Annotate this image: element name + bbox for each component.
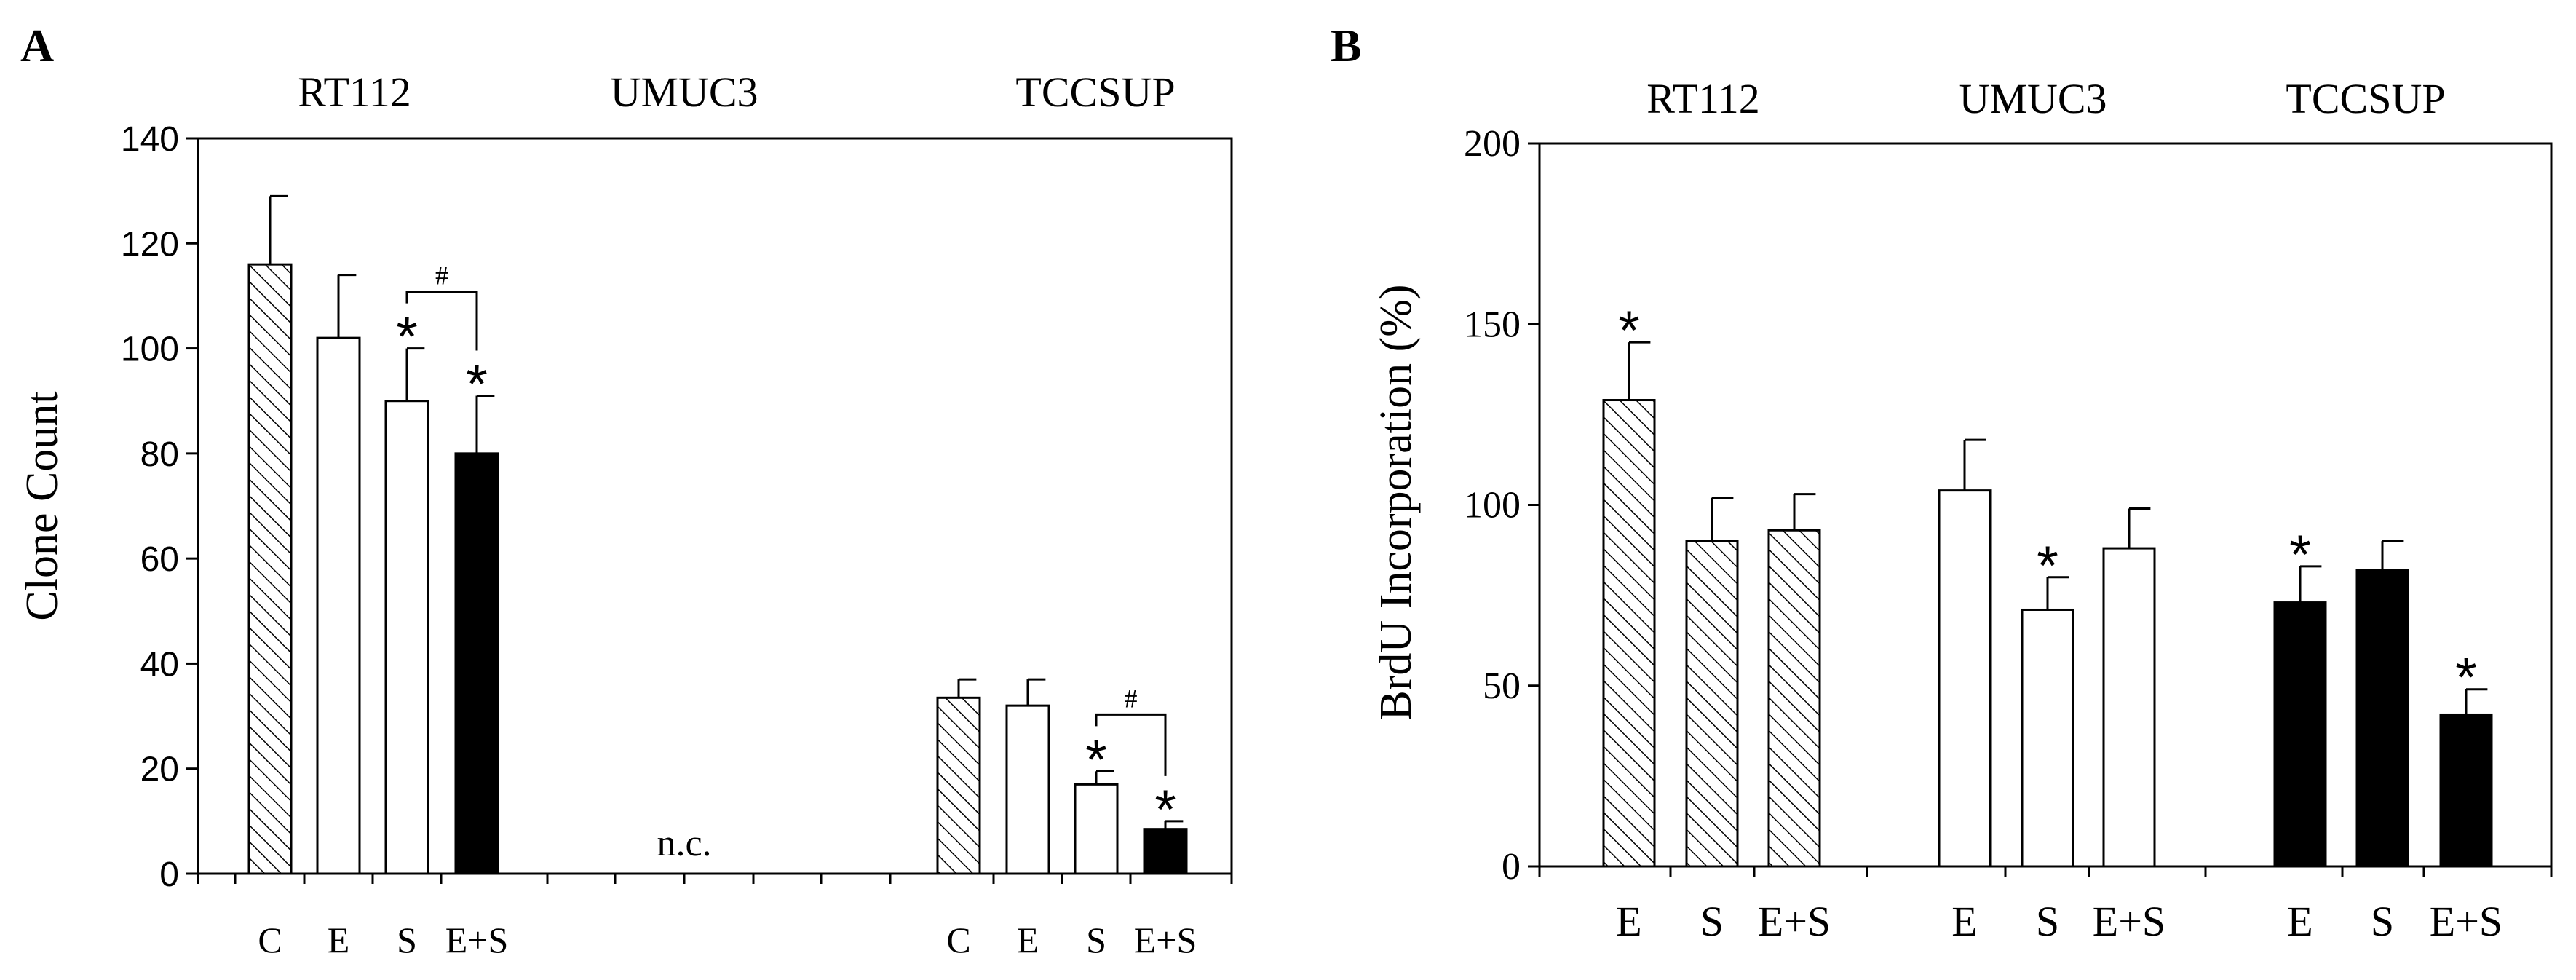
y-tick-label-b-150: 150 [1464,304,1521,345]
bar-a-tccsup-epluss-star: * [1154,779,1176,841]
bar-b-tccsup-epluss-label: E+S [2430,898,2502,945]
bar-a-tccsup-epluss [1143,828,1188,875]
bar-a-tccsup-s [1074,783,1119,875]
bar-b-tccsup-e [2273,601,2327,868]
bar-a-tccsup-s-star: * [1085,729,1107,791]
bar-b-umuc3-s-label: S [2036,898,2059,945]
y-tick-label-a-140: 140 [121,120,179,159]
y-tick-label-b-50: 50 [1483,665,1521,707]
y-tick-label-b-0: 0 [1502,846,1521,888]
bar-a-rt112-e-label: E [328,920,350,960]
bar-b-tccsup-e-label: E [2287,898,2313,945]
bar-a-rt112-s-label: S [397,920,417,960]
y-tick-label-a-80: 80 [140,435,179,474]
significance-bracket-label-a-0: # [435,261,448,291]
bar-b-umuc3-epluss [2102,547,2156,868]
bar-a-rt112-epluss-label: E+S [445,920,509,960]
panel-a-chart: 0 20 40 60 80 100 120 140 Clone Count RT112 C E S * E+… [17,68,1233,960]
group-label-a-umuc3: UMUC3 [610,68,758,116]
bar-b-umuc3-epluss-label: E+S [2093,898,2165,945]
bar-a-tccsup-epluss-label: E+S [1134,920,1197,960]
bar-a-tccsup-c-label: C [946,920,970,960]
bar-b-umuc3-s-star: * [2037,535,2058,597]
y-tick-label-a-0: 0 [159,855,179,894]
panel-letter-a: A [20,20,54,71]
bar-b-tccsup-e-star: * [2289,524,2311,586]
bar-a-tccsup-s-label: S [1086,920,1106,960]
bar-b-rt112-s [1685,540,1739,868]
bar-b-tccsup-epluss [2439,713,2493,868]
note-a-umuc3: n.c. [657,823,711,864]
y-tick-label-a-60: 60 [140,540,179,579]
y-tick-label-a-20: 20 [140,751,179,789]
bar-a-rt112-e [316,336,361,875]
bar-b-umuc3-e-label: E [1951,898,1977,945]
bar-b-tccsup-epluss-star: * [2455,647,2477,709]
panel-b-chart: 0 50 100 150 200 BrdU Incorporation (%) RT112 E… [1371,75,2553,945]
bar-b-umuc3-e [1938,489,1992,868]
bar-b-rt112-e [1602,399,1656,868]
bar-a-rt112-s-star: * [396,307,418,368]
significance-bracket-a-0 [405,291,478,351]
bar-b-rt112-epluss [1767,529,1821,868]
bar-a-tccsup-e [1005,704,1050,875]
y-tick-label-a-100: 100 [121,331,179,369]
bar-b-umuc3-s [2021,608,2074,868]
plot-frame-a [197,137,1233,875]
group-label-a-rt112: RT112 [298,68,411,116]
bar-a-tccsup-c [936,696,981,875]
bar-a-rt112-epluss [454,452,499,875]
bar-a-rt112-c [247,263,293,875]
bar-a-rt112-epluss-star: * [466,354,488,416]
y-tick-label-b-200: 200 [1464,123,1521,165]
group-label-b-umuc3: UMUC3 [1959,75,2107,122]
bar-a-rt112-c-label: C [258,920,282,960]
group-label-b-tccsup: TCCSUP [2286,75,2445,122]
bar-b-tccsup-s-label: S [2371,898,2394,945]
bar-b-tccsup-s [2355,569,2409,868]
group-label-b-rt112: RT112 [1646,75,1759,122]
y-axis-label-a: Clone Count [17,391,67,620]
y-tick-label-a-40: 40 [140,645,179,684]
y-axis-label-b: BrdU Incorporation (%) [1371,284,1421,720]
bar-b-rt112-s-label: S [1700,898,1724,945]
panel-letter-b: B [1331,20,1362,71]
bar-a-tccsup-e-label: E [1017,920,1039,960]
y-tick-label-b-100: 100 [1464,485,1521,526]
bar-b-rt112-e-label: E [1616,898,1641,945]
bar-a-rt112-s [384,400,429,875]
significance-bracket-label-a-1: # [1125,684,1138,713]
bar-b-rt112-e-star: * [1618,300,1640,362]
group-label-a-tccsup: TCCSUP [1015,68,1175,116]
bar-b-rt112-epluss-label: E+S [1758,898,1831,945]
y-tick-label-a-120: 120 [121,225,179,264]
significance-bracket-a-1 [1095,713,1167,776]
